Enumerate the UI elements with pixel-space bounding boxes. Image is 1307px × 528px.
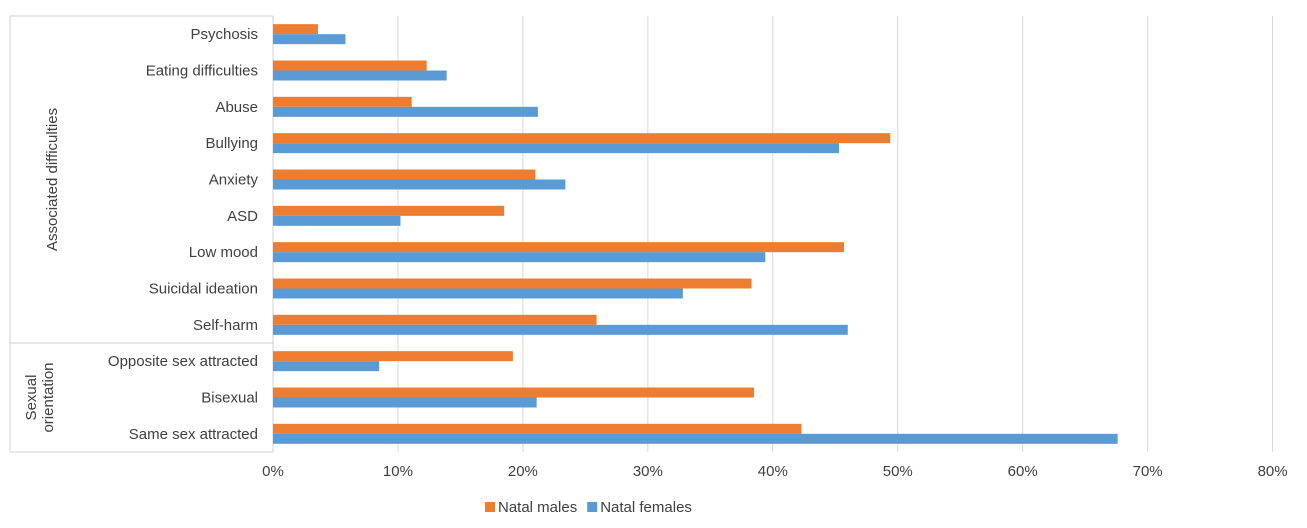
legend-label: Natal females <box>600 499 692 516</box>
category-label: Anxiety <box>209 172 259 189</box>
category-label: Abuse <box>215 99 258 116</box>
bar-natal-females <box>273 361 380 372</box>
bar-natal-males <box>273 133 891 144</box>
legend-label: Natal males <box>498 499 577 516</box>
category-label: ASD <box>227 208 258 225</box>
x-tick-label: 50% <box>883 463 913 480</box>
bar-natal-males <box>273 423 802 434</box>
category-label: Self-harm <box>193 317 258 334</box>
category-frame <box>9 15 274 453</box>
bar-natal-females <box>273 324 848 335</box>
bars <box>273 24 1118 444</box>
bar-natal-females <box>273 252 766 263</box>
x-tick-label: 60% <box>1008 463 1038 480</box>
x-tick-label: 0% <box>262 463 284 480</box>
category-label: Suicidal ideation <box>149 281 258 298</box>
bar-natal-males <box>273 169 536 180</box>
bar-natal-females <box>273 288 683 299</box>
x-tick-label: 20% <box>508 463 538 480</box>
category-label: Bullying <box>205 135 258 152</box>
category-label: Bisexual <box>201 390 258 407</box>
category-label: Psychosis <box>190 26 258 43</box>
bar-natal-males <box>273 314 597 325</box>
bar-natal-females <box>273 179 566 190</box>
bar-natal-males <box>273 351 513 362</box>
category-label: Low mood <box>189 244 258 261</box>
x-tick-label: 80% <box>1258 463 1288 480</box>
bar-natal-females <box>273 34 346 45</box>
bar-natal-males <box>273 24 318 35</box>
legend-swatch <box>485 502 495 512</box>
bar-natal-females <box>273 106 538 117</box>
bar-natal-males <box>273 205 505 216</box>
bar-natal-males <box>273 60 427 71</box>
x-tick-label: 30% <box>633 463 663 480</box>
category-label: Eating difficulties <box>146 63 258 80</box>
x-tick-label: 40% <box>758 463 788 480</box>
x-axis-tick-labels: 0% 10% 20% 30% 40% 50% 60% 70% 80% <box>262 463 1287 480</box>
bar-natal-males <box>273 96 412 107</box>
bar-natal-males <box>273 242 845 253</box>
bar-natal-males <box>273 387 755 398</box>
group-label: Sexualorientation <box>23 362 57 432</box>
legend-swatch <box>587 502 598 512</box>
x-tick-label: 70% <box>1133 463 1163 480</box>
group-label: Associated difficulties <box>44 108 61 251</box>
bar-natal-females <box>273 397 537 408</box>
category-labels: Psychosis Eating difficulties Abuse Bullyin… <box>108 26 259 443</box>
group-labels: Associated difficulties Sexualorientation <box>23 108 61 433</box>
bar-natal-females <box>273 433 1118 444</box>
bar-natal-females <box>273 143 840 154</box>
category-label: Same sex attracted <box>129 426 258 443</box>
category-label: Opposite sex attracted <box>108 353 258 370</box>
bar-natal-females <box>273 70 447 81</box>
legend: Natal males Natal females <box>485 499 692 516</box>
x-tick-label: 10% <box>383 463 413 480</box>
gridlines <box>272 16 1274 452</box>
bar-natal-females <box>273 215 401 226</box>
bar-natal-males <box>273 278 752 289</box>
